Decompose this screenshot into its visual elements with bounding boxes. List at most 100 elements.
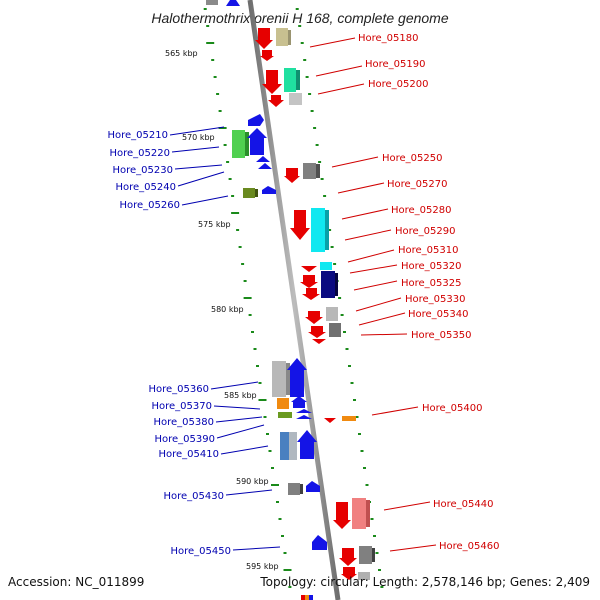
gene-label: Hore_05320 [401, 261, 462, 272]
gene-box [289, 93, 302, 105]
tick-mark [318, 161, 322, 163]
gene-label: Hore_05460 [439, 541, 500, 552]
gene-box [372, 548, 375, 562]
tick-mark [350, 382, 354, 384]
gene-box [276, 28, 288, 46]
tick-mark [348, 365, 351, 367]
tick-mark [365, 484, 369, 486]
tick-mark [310, 110, 314, 112]
leader-line [216, 424, 265, 439]
leader-line [169, 126, 225, 136]
gene-label: Hore_05400 [422, 403, 483, 414]
tick-mark [353, 399, 356, 401]
leader-line [344, 229, 392, 241]
gene-label: Hore_05220 [110, 148, 171, 159]
gene-label: Hore_05260 [120, 200, 181, 211]
tick-mark [213, 76, 217, 78]
reverse-gene-arrow [300, 275, 318, 288]
tick-mark [305, 76, 309, 78]
gene-box [359, 546, 372, 564]
tick-mark [253, 348, 257, 350]
gene-box [278, 412, 292, 418]
leader-line [174, 164, 223, 170]
kbp-label: 570 kbp [182, 133, 215, 142]
gene-label: Hore_05270 [387, 179, 448, 190]
gene-label: Hore_05340 [408, 309, 469, 320]
reverse-gene-arrow [302, 288, 320, 300]
tick-mark [238, 246, 242, 248]
forward-gene-arrow [296, 415, 312, 419]
leader-line [360, 333, 408, 336]
gene-box [342, 416, 356, 421]
leader-line [210, 381, 259, 390]
leader-line [213, 405, 261, 410]
tick-mark [330, 246, 334, 248]
tick-mark [375, 552, 379, 554]
tick-mark [236, 229, 240, 231]
tick-mark [363, 467, 366, 469]
tick-mark [218, 127, 227, 129]
tick-mark [340, 314, 344, 316]
leader-line [309, 37, 356, 48]
reverse-gene-labels: Hore_05180 Hore_05190 Hore_05200 Hore_05… [309, 33, 500, 552]
kbp-label: 580 kbp [211, 305, 244, 314]
gene-box [288, 30, 291, 45]
gene-box [329, 323, 341, 337]
gene-label: Hore_05360 [149, 384, 210, 395]
kbp-axis: 565 kbp 570 kbp 575 kbp 580 kbp 585 kbp … [165, 49, 279, 571]
tick-mark [263, 416, 267, 418]
gene-box [245, 132, 249, 156]
leader-line [331, 156, 379, 168]
accession-text: Accession: NC_011899 [8, 575, 144, 589]
tick-mark [206, 25, 210, 27]
leader-line [358, 312, 406, 326]
reverse-gene-arrow [324, 418, 336, 423]
gene-box [288, 483, 300, 495]
gene-box [301, 595, 305, 600]
forward-gene-arrow [312, 535, 327, 550]
forward-gene-arrow [226, 0, 240, 6]
tick-mark [345, 348, 349, 350]
leader-line [353, 280, 398, 291]
tick-mark [283, 552, 287, 554]
gene-label: Hore_05330 [405, 294, 466, 305]
reverse-gene-arrow [305, 311, 323, 324]
topology-text: Topology: circular; Length: 2,578,146 bp… [259, 575, 590, 589]
reverse-gene-arrow [308, 326, 326, 338]
tick-mark [360, 450, 364, 452]
tick-mark [243, 280, 247, 282]
forward-gene-arrow [262, 186, 276, 194]
tick-mark [276, 501, 279, 503]
gene-box [352, 498, 366, 529]
reverse-gene-arrow [255, 28, 273, 49]
gene-box [325, 210, 329, 250]
tick-mark [288, 586, 292, 588]
tick-mark [370, 518, 374, 520]
tick-mark [281, 535, 284, 537]
tick-mark [323, 195, 327, 197]
tick-mark [231, 195, 235, 197]
gene-label: Hore_05210 [108, 130, 169, 141]
gene-label: Hore_05410 [159, 449, 220, 460]
gene-label: Hore_05240 [116, 182, 177, 193]
tick-marks [203, 8, 384, 588]
tick-mark [315, 144, 319, 146]
gene-box [366, 500, 370, 527]
kbp-label: 565 kbp [165, 49, 198, 58]
leader-line [355, 297, 402, 312]
tick-mark [313, 127, 317, 129]
leader-line [383, 501, 431, 511]
gene-box [335, 273, 338, 296]
tick-mark [343, 331, 346, 333]
tick-mark [358, 433, 361, 435]
reverse-gene-arrow [339, 548, 357, 566]
tick-mark [308, 93, 312, 95]
tick-mark [206, 42, 215, 44]
gene-box [326, 307, 338, 321]
gene-box [286, 363, 290, 395]
gene-box [358, 572, 370, 580]
reverse-gene-arrow [333, 502, 351, 529]
gene-box [311, 208, 325, 252]
gene-label: Hore_05310 [398, 245, 459, 256]
reverse-gene-arrow [260, 50, 274, 61]
